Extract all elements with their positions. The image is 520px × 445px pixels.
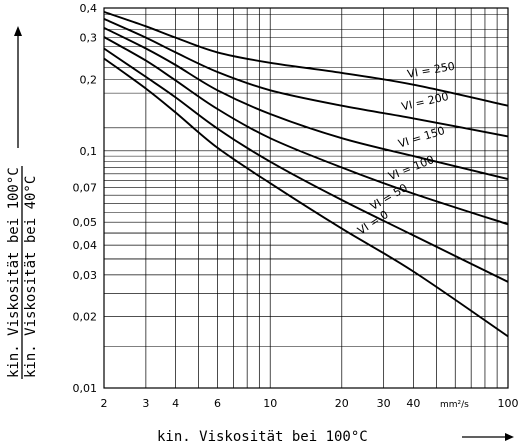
vi-curve-line xyxy=(103,11,509,107)
y-tick-label: 0,01 xyxy=(73,382,98,395)
y-tick-label: 0,2 xyxy=(80,73,98,86)
y-tick-label: 0,05 xyxy=(73,216,98,229)
x-axis-title: kin. Viskosität bei 100°C xyxy=(157,429,368,445)
vi-curves xyxy=(103,11,509,338)
x-tick-label: 4 xyxy=(172,397,179,410)
curve-label-vi: VI = 100 xyxy=(387,153,436,183)
x-tick-label: 40 xyxy=(406,397,420,410)
x-axis-arrow xyxy=(462,433,514,441)
vi-curve-line xyxy=(103,47,509,283)
x-tick-labels: 2 3 4 6 10 20 30 40 100 xyxy=(101,397,519,410)
y-tick-label: 0,3 xyxy=(80,32,98,45)
y-tick-label: 0,03 xyxy=(73,269,98,282)
grid-lines xyxy=(103,7,509,389)
x-tick-label: 20 xyxy=(335,397,349,410)
y-tick-label: 0,04 xyxy=(73,239,98,252)
vi-curve-line xyxy=(103,57,509,338)
y-axis-arrow xyxy=(14,26,22,148)
y-axis-title-denominator: kin. Viskosität bei 40°C xyxy=(23,176,39,378)
x-tick-label: 100 xyxy=(498,397,519,410)
x-unit-label: mm²/s xyxy=(440,400,469,410)
y-axis-title: kin. Viskosität bei 100°C kin. Viskositä… xyxy=(6,166,39,379)
x-tick-label: 3 xyxy=(142,397,149,410)
x-tick-label: 2 xyxy=(101,397,108,410)
x-tick-label: 10 xyxy=(263,397,277,410)
y-tick-label: 0,4 xyxy=(80,2,98,15)
vi-curve-line xyxy=(103,26,509,181)
y-tick-label: 0,02 xyxy=(73,311,98,324)
vi-curve-line xyxy=(103,36,509,226)
x-tick-label: 30 xyxy=(377,397,391,410)
y-tick-labels: 0,4 0,3 0,2 0,1 0,07 0,05 0,04 0,03 0,02 0,01 xyxy=(73,2,98,395)
y-axis-title-numerator: kin. Viskosität bei 100°C xyxy=(6,167,22,378)
y-tick-label: 0,07 xyxy=(73,182,98,195)
plot-frame xyxy=(103,7,509,389)
x-tick-label: 6 xyxy=(214,397,221,410)
y-tick-label: 0,1 xyxy=(80,145,98,158)
vi-curve-line xyxy=(103,18,509,138)
curve-label-vi: VI = 250 xyxy=(406,60,456,81)
